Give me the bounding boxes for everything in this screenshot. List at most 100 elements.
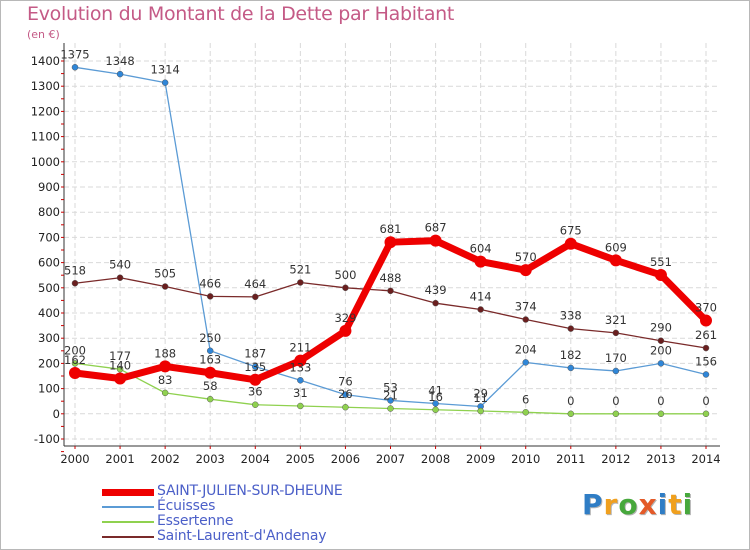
y-tick-label: 500 [38, 281, 60, 295]
data-label: 675 [560, 224, 582, 238]
data-label: 261 [695, 328, 717, 342]
data-point [294, 354, 307, 367]
x-tick-label: 2003 [196, 452, 225, 466]
data-point [297, 279, 304, 286]
data-label: 36 [248, 385, 263, 399]
data-label: 170 [605, 351, 627, 365]
x-tick-label: 2013 [646, 452, 675, 466]
data-label: 41 [428, 383, 443, 397]
data-point [522, 409, 529, 416]
data-point [564, 237, 577, 250]
y-tick-label: 1200 [31, 104, 60, 118]
data-point [477, 306, 484, 313]
data-point [432, 299, 439, 307]
data-label: 200 [64, 343, 86, 357]
data-label: 466 [199, 276, 221, 290]
data-label: 370 [695, 301, 717, 315]
data-label: 609 [605, 240, 627, 254]
data-point [387, 397, 394, 404]
data-point [474, 255, 487, 268]
data-point [161, 389, 169, 397]
data-point [609, 254, 622, 267]
y-tick-label: 400 [38, 306, 60, 320]
data-point [204, 366, 217, 379]
legend-label: Saint-Laurent-d'Andenay [157, 528, 327, 544]
data-point [116, 274, 124, 281]
x-tick-label: 2010 [511, 452, 540, 466]
data-label: 16 [428, 390, 443, 404]
data-point [657, 410, 665, 418]
series-lines [69, 64, 712, 418]
data-point [249, 373, 262, 386]
x-tick-label: 2009 [466, 452, 495, 466]
data-point [206, 293, 214, 300]
data-label: 0 [702, 394, 709, 408]
data-label: 21 [383, 389, 398, 403]
y-tick-label: 700 [38, 230, 60, 244]
data-label: 0 [612, 394, 619, 408]
data-point [477, 407, 484, 415]
data-point [342, 284, 349, 292]
x-tick-label: 2006 [331, 452, 360, 466]
data-point [612, 410, 620, 418]
data-point [522, 359, 529, 366]
data-label: 76 [338, 375, 353, 389]
data-point [342, 391, 349, 398]
legend-swatch [102, 521, 154, 523]
data-point [657, 337, 665, 344]
data-label: 31 [293, 386, 308, 400]
data-point [206, 347, 214, 355]
chart-title: Evolution du Montant de la Dette par Hab… [27, 3, 455, 25]
data-label: 182 [560, 348, 582, 362]
data-label: 1375 [60, 47, 89, 61]
y-axis-ticks: -100 0 100 200 300 400 500 600 700 800 900 1000 1100… [31, 54, 64, 453]
y-tick-label: 1000 [31, 155, 60, 169]
data-label: 204 [515, 342, 537, 356]
data-label: 188 [154, 346, 176, 360]
data-label: 211 [289, 341, 311, 355]
data-label: 133 [289, 360, 311, 374]
y-tick-label: -100 [34, 432, 60, 446]
data-label: 500 [334, 268, 356, 282]
proxiti-logo: Proxiti [582, 488, 694, 521]
y-tick-label: 200 [38, 356, 60, 370]
x-tick-label: 2011 [556, 452, 585, 466]
x-tick-label: 2002 [151, 452, 180, 466]
y-tick-label: 800 [38, 205, 60, 219]
data-label: 439 [425, 283, 447, 297]
data-point [339, 324, 352, 337]
x-tick-label: 2004 [241, 452, 270, 466]
data-point [297, 402, 304, 410]
data-label: 1314 [151, 63, 180, 77]
data-label: 488 [380, 271, 402, 285]
data-point [702, 344, 710, 352]
data-point [522, 316, 529, 323]
data-point [700, 314, 712, 327]
data-point [159, 360, 172, 373]
data-point [116, 365, 124, 373]
data-point [206, 395, 214, 403]
data-label: 140 [109, 359, 131, 373]
chart-subtitle: (en €) [27, 28, 60, 41]
x-tick-label: 2012 [601, 452, 630, 466]
y-tick-label: 1300 [31, 79, 60, 93]
y-tick-label: 600 [38, 256, 60, 270]
legend-swatch [102, 506, 154, 508]
data-point [114, 372, 127, 385]
data-label: 1348 [105, 54, 134, 68]
data-label: 551 [650, 255, 672, 269]
data-label: 187 [244, 347, 266, 361]
data-label: 0 [657, 394, 664, 408]
legend-label: SAINT-JULIEN-SUR-DHEUNE [157, 483, 343, 499]
x-tick-label: 2008 [421, 452, 450, 466]
line-chart: -100010020030040050060070080090010001100… [31, 43, 721, 466]
data-point [297, 377, 304, 384]
data-point [252, 363, 259, 370]
data-point [69, 366, 81, 379]
data-point [387, 405, 394, 412]
data-point [252, 293, 259, 301]
data-label: 505 [154, 267, 176, 281]
y-tick-label: 100 [38, 382, 60, 396]
axes [63, 43, 720, 447]
x-axis-ticks: 2000 2001 2002 2003 2004 2005 2006 2007 2008 2009… [60, 446, 721, 466]
